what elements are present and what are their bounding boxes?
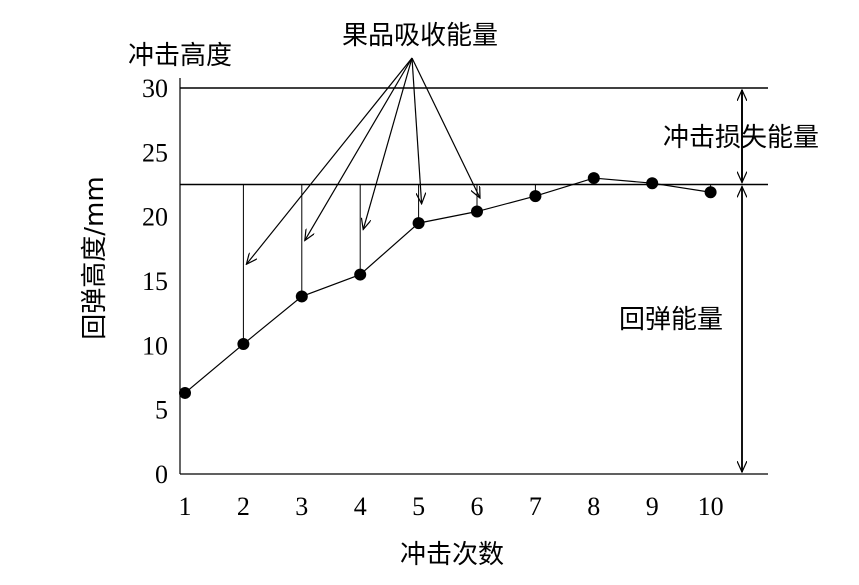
x-tick-label: 3 [295, 492, 308, 521]
data-point [704, 186, 717, 199]
impact-loss-energy-label: 冲击损失能量 [663, 123, 819, 153]
absorbed-energy-arrow [411, 57, 480, 198]
x-tick-label: 2 [237, 492, 250, 521]
x-tick-label: 5 [412, 492, 425, 521]
axes [179, 78, 768, 475]
x-tick-label: 7 [529, 492, 542, 521]
data-point [354, 268, 367, 281]
data-point [529, 190, 542, 203]
rebound-energy-label: 回弹能量 [619, 305, 723, 335]
rebound-series [179, 172, 717, 399]
x-tick-label: 4 [354, 492, 367, 521]
x-tick-label: 1 [179, 492, 192, 521]
x-axis-label: 冲击次数 [400, 540, 504, 570]
absorbed-energy-droplines [242, 184, 712, 345]
x-tick-label: 9 [646, 492, 659, 521]
y-axis-top-label: 冲击高度 [128, 41, 232, 71]
y-tick-label: 30 [142, 74, 168, 103]
absorbed-energy-arrow [246, 57, 413, 264]
y-axis-label: 回弹高度/mm [80, 176, 110, 339]
data-point [295, 290, 308, 303]
y-tick-label: 5 [155, 396, 168, 425]
absorbed-energy-arrow [411, 57, 422, 204]
data-point [587, 172, 600, 185]
data-point [237, 338, 250, 351]
data-point [471, 205, 483, 218]
y-tick-label: 0 [155, 460, 168, 489]
x-tick-labels: 1 2 3 4 5 6 7 8 9 10 [179, 492, 724, 521]
absorbed-energy-arrows [246, 57, 480, 264]
data-point [179, 386, 191, 399]
y-tick-label: 25 [142, 138, 168, 167]
x-tick-label: 6 [471, 492, 484, 521]
y-tick-label: 15 [142, 267, 168, 296]
data-point [412, 217, 425, 230]
data-point [646, 177, 659, 190]
x-tick-label: 8 [587, 492, 600, 521]
y-tick-labels: 0 5 10 15 20 25 30 [142, 74, 168, 489]
y-tick-label: 10 [142, 331, 168, 360]
absorbed-energy-arrow [363, 57, 413, 230]
series-line [184, 177, 711, 394]
x-tick-label: 10 [698, 492, 724, 521]
y-tick-label: 20 [142, 203, 168, 232]
absorbed-energy-arrow [305, 57, 413, 240]
absorbed-energy-label: 果品吸收能量 [342, 21, 498, 51]
